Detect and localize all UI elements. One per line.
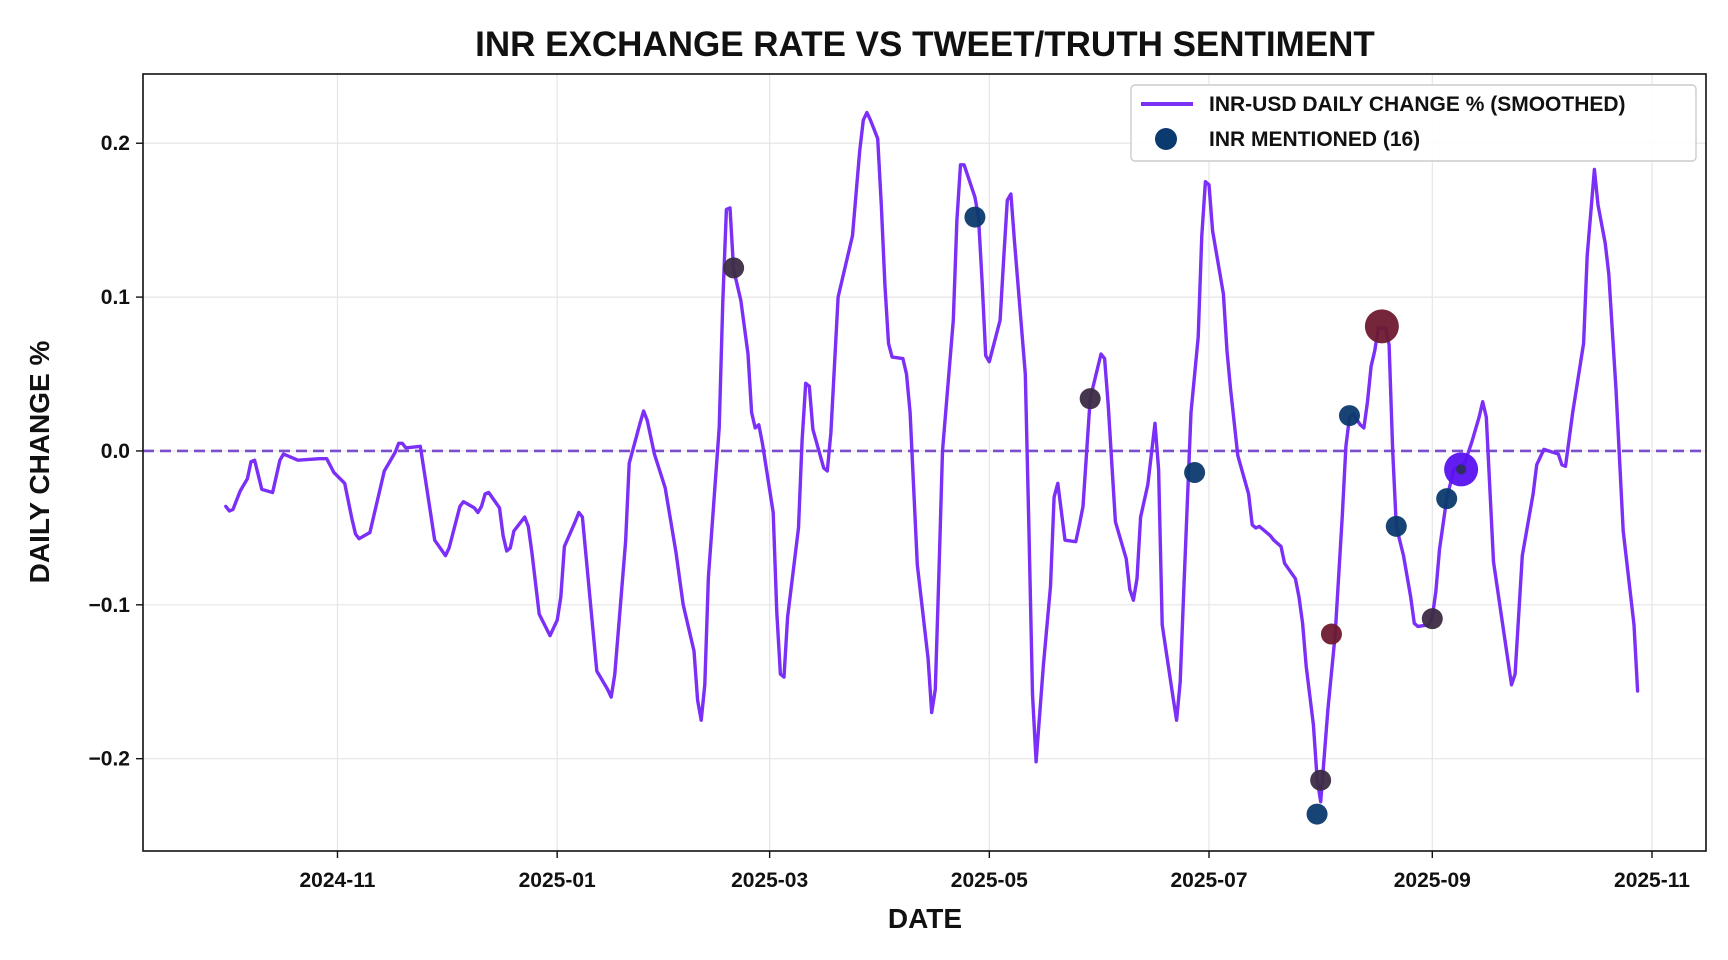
plot-frame bbox=[142, 73, 1707, 852]
x-tick-label: 2025-05 bbox=[951, 869, 1028, 892]
y-tick-layer: −0.2 −0.1 0.0 0.1 0.2 bbox=[89, 132, 143, 771]
mention-marker bbox=[1421, 608, 1443, 630]
legend: INR-USD DAILY CHANGE % (SMOOTHED) INR ME… bbox=[1130, 84, 1697, 162]
x-tick-layer: 2024-11 2025-01 2025-03 2025-05 2025-07 2025-… bbox=[300, 851, 1690, 892]
mention-marker bbox=[1184, 462, 1206, 484]
x-tick-label: 2024-11 bbox=[300, 869, 376, 892]
y-tick-label: −0.2 bbox=[89, 748, 130, 771]
y-tick-label: 0.1 bbox=[101, 286, 131, 309]
legend-marker-swatch bbox=[1155, 128, 1177, 150]
mention-marker bbox=[723, 257, 745, 279]
mention-marker bbox=[1310, 769, 1332, 791]
y-tick-label: 0.2 bbox=[101, 132, 130, 155]
x-tick-label: 2025-03 bbox=[731, 869, 808, 892]
x-tick-label: 2025-11 bbox=[1614, 869, 1690, 892]
legend-line-label: INR-USD DAILY CHANGE % (SMOOTHED) bbox=[1209, 93, 1626, 116]
mention-marker bbox=[1456, 464, 1467, 475]
legend-marker-label: INR MENTIONED (16) bbox=[1209, 128, 1420, 151]
chart-title: INR EXCHANGE RATE VS TWEET/TRUTH SENTIME… bbox=[475, 25, 1375, 64]
mention-marker bbox=[1436, 488, 1458, 510]
x-axis-title: DATE bbox=[888, 903, 962, 934]
mention-marker bbox=[1385, 515, 1407, 537]
y-tick-label: −0.1 bbox=[89, 594, 131, 617]
legend-box bbox=[1130, 84, 1697, 162]
mention-marker bbox=[1079, 388, 1101, 410]
x-tick-label: 2025-01 bbox=[519, 869, 596, 892]
y-axis-title: DAILY CHANGE % bbox=[24, 341, 55, 584]
mention-marker bbox=[1306, 803, 1328, 825]
mention-marker bbox=[1320, 623, 1342, 645]
mention-marker bbox=[964, 206, 986, 228]
marker-layer bbox=[723, 206, 1479, 825]
x-tick-label: 2025-07 bbox=[1170, 869, 1247, 892]
mention-marker bbox=[1364, 309, 1399, 344]
y-tick-label: 0.0 bbox=[101, 440, 130, 463]
mention-marker bbox=[1338, 405, 1360, 427]
x-tick-label: 2025-09 bbox=[1394, 869, 1471, 892]
